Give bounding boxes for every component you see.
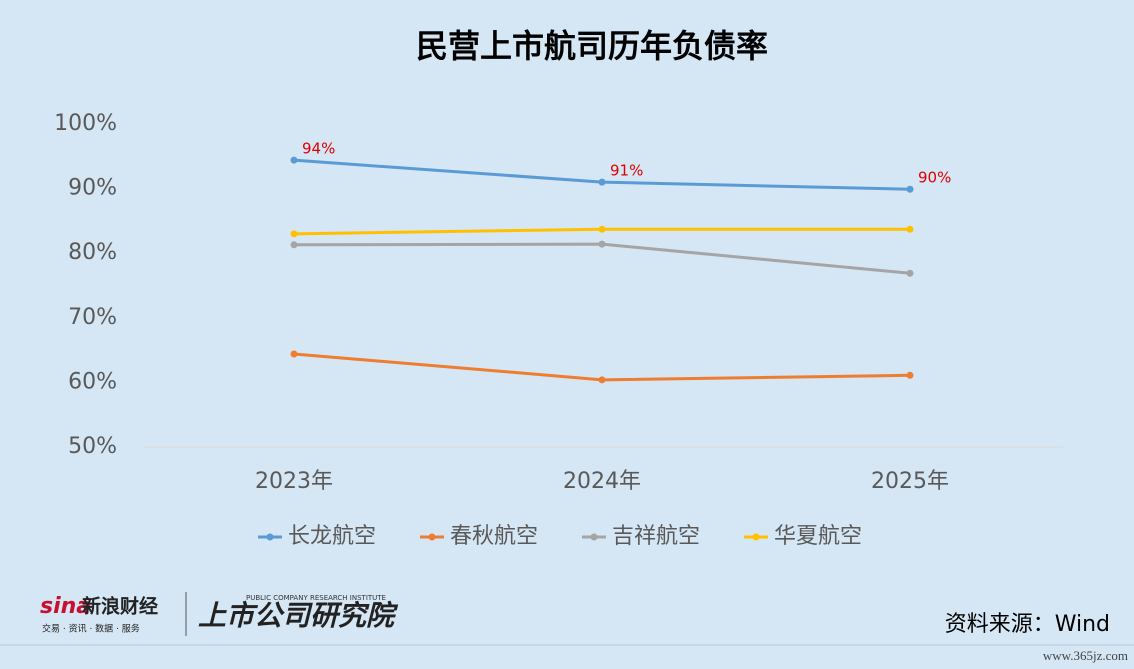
y-tick-label: 80% (68, 240, 117, 265)
y-tick-label: 90% (68, 176, 117, 201)
y-tick-label: 60% (68, 369, 117, 394)
data-label: 94% (302, 140, 335, 158)
data-label: 90% (918, 169, 951, 187)
y-tick-label: 50% (68, 434, 117, 459)
point (598, 225, 606, 233)
institute-en: PUBLIC COMPANY RESEARCH INSTITUTE (246, 594, 386, 602)
legend-marker (590, 533, 598, 541)
sina-sub: 交易 · 资讯 · 数据 · 服务 (42, 623, 140, 635)
sina-logo: sina (40, 594, 91, 619)
legend-marker (752, 533, 760, 541)
legend-marker (428, 533, 436, 541)
point (598, 376, 606, 384)
legend-marker (266, 533, 274, 541)
legend-label: 春秋航空 (450, 524, 538, 549)
legend-label: 长龙航空 (288, 524, 376, 549)
x-tick-label: 2025年 (871, 469, 949, 494)
point (598, 178, 606, 186)
point (290, 350, 298, 358)
legend-label: 华夏航空 (774, 524, 862, 549)
y-tick-label: 70% (68, 305, 117, 330)
point (906, 225, 914, 233)
point (906, 371, 914, 379)
point (290, 156, 298, 164)
x-tick-label: 2023年 (255, 469, 333, 494)
point (906, 185, 914, 193)
point (290, 230, 298, 238)
point (906, 269, 914, 277)
x-tick-label: 2024年 (563, 469, 641, 494)
chart-title: 民营上市航司历年负债率 (416, 27, 768, 65)
data-label: 91% (610, 162, 643, 180)
point (598, 240, 606, 248)
legend-label: 吉祥航空 (612, 524, 700, 549)
point (290, 241, 298, 249)
source: 资料来源：Wind (945, 612, 1110, 637)
sina-name: 新浪财经 (82, 595, 158, 618)
site: www.365jz.com (1043, 648, 1128, 663)
institute: 上市公司研究院 (198, 599, 399, 632)
y-tick-label: 100% (54, 111, 117, 136)
